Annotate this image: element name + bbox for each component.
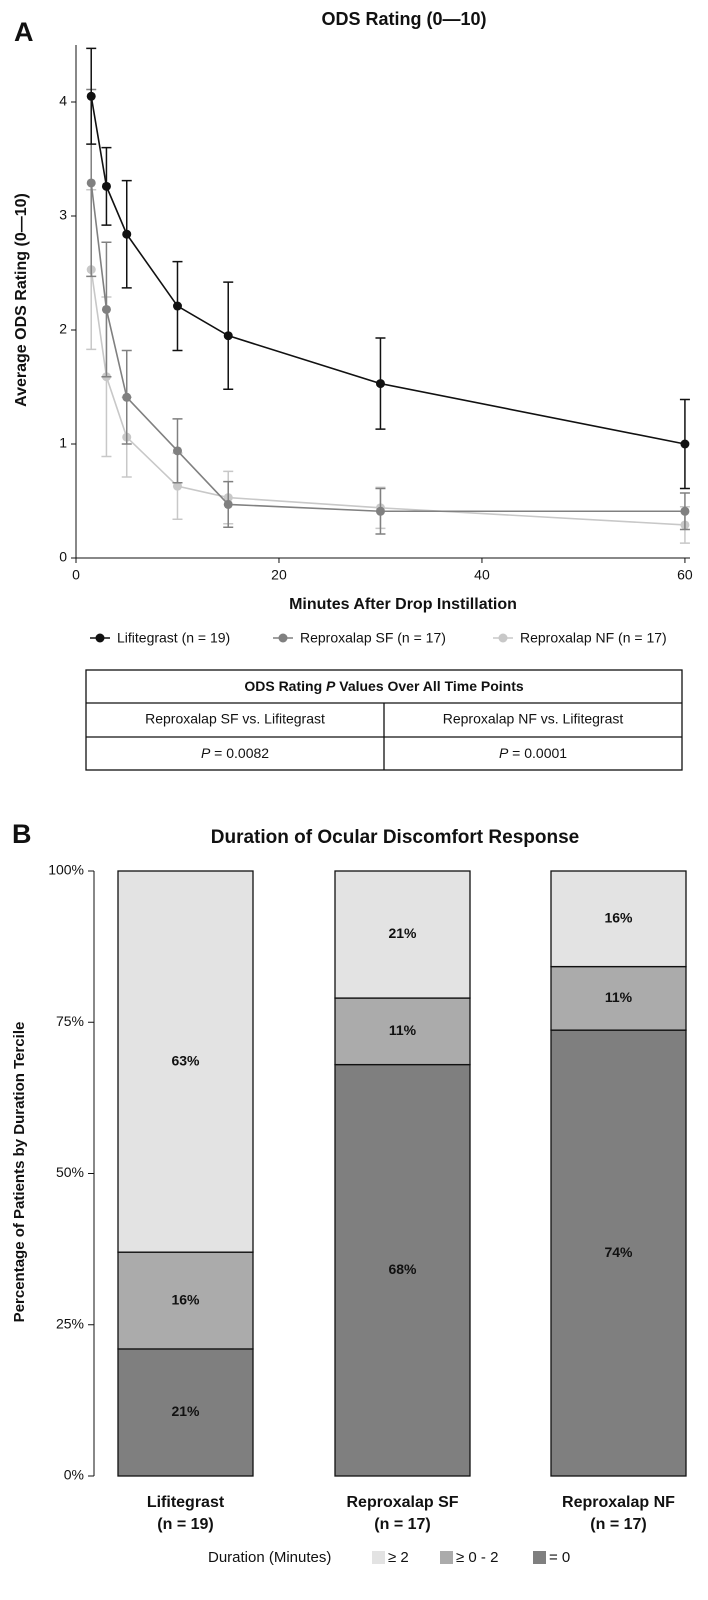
bar-segment (550, 870, 687, 968)
y-tick-label: 2 (59, 321, 67, 337)
value-label: 63% (171, 1052, 200, 1068)
value-label: 74% (604, 1244, 633, 1260)
chart-title: ODS Rating (0—10) (321, 9, 486, 29)
table-header: Reproxalap SF vs. Lifitegrast (145, 711, 325, 727)
y-tick-label: 25% (56, 1315, 84, 1331)
y-tick-label: 3 (59, 207, 67, 223)
legend-swatch (95, 633, 105, 643)
p-value-table (85, 669, 683, 771)
bar-segment (117, 1348, 254, 1477)
bar-segment (550, 1029, 687, 1477)
y-tick-label: 100% (48, 862, 84, 878)
legend-swatch (372, 1551, 385, 1564)
x-tick-label: Reproxalap SF (346, 1494, 458, 1511)
legend-label: Lifitegrast (n = 19) (117, 630, 230, 646)
legend-title: Duration (Minutes) (208, 1549, 331, 1566)
data-point (172, 481, 182, 491)
x-axis-label: Minutes After Drop Instillation (289, 596, 517, 613)
table-header: Reproxalap NF vs. Lifitegrast (443, 711, 624, 727)
x-tick-label: Reproxalap NF (562, 1494, 675, 1511)
data-point (375, 379, 385, 389)
data-point (172, 301, 182, 311)
value-label: 11% (389, 1022, 417, 1038)
y-tick-label: 0% (64, 1467, 84, 1483)
panel-label: A (14, 17, 34, 47)
data-point (101, 181, 111, 191)
panel-label: B (12, 819, 32, 849)
table-cell: P = 0.0082 (201, 745, 269, 761)
legend-label: Reproxalap NF (n = 17) (520, 630, 667, 646)
data-point (223, 499, 233, 509)
data-point (172, 446, 182, 456)
data-point (86, 178, 96, 188)
legend-swatch (440, 1551, 453, 1564)
bar-segment (334, 997, 471, 1066)
y-tick-label: 75% (56, 1013, 84, 1029)
value-label: 68% (388, 1261, 417, 1277)
cell-part: = 0.0082 (210, 745, 269, 761)
table-title-part: ODS Rating (244, 678, 326, 694)
bar-segment (334, 870, 471, 999)
data-point (122, 392, 132, 402)
data-point (680, 439, 690, 449)
data-point (375, 506, 385, 516)
x-tick-label: 0 (72, 567, 80, 583)
legend-label: ≥ 2 (388, 1549, 409, 1566)
x-tick-label: (n = 17) (374, 1516, 430, 1533)
y-tick-label: 0 (59, 549, 67, 565)
x-tick-label: Lifitegrast (147, 1494, 225, 1511)
y-axis-label: Percentage of Patients by Duration Terci… (11, 1022, 28, 1323)
value-label: 21% (388, 925, 417, 941)
y-tick-label: 4 (59, 93, 67, 109)
table-title-part: Values Over All Time Points (335, 678, 524, 694)
x-tick-label: (n = 19) (157, 1516, 213, 1533)
chart-title: Duration of Ocular Discomfort Response (211, 827, 579, 848)
data-point (122, 229, 132, 239)
legend-swatch (533, 1551, 546, 1564)
series-line (90, 96, 686, 445)
data-point (223, 331, 233, 341)
y-tick-label: 1 (59, 435, 67, 451)
y-axis-label: Average ODS Rating (0—10) (13, 193, 30, 407)
x-tick-label: 40 (474, 567, 490, 583)
value-label: 21% (171, 1403, 200, 1419)
x-tick-label: (n = 17) (590, 1516, 646, 1533)
data-point (86, 91, 96, 101)
legend-swatch (278, 633, 288, 643)
legend-label: Reproxalap SF (n = 17) (300, 630, 446, 646)
value-label: 16% (604, 909, 633, 925)
series-line (90, 182, 685, 513)
data-point (101, 304, 111, 314)
cell-part: P (499, 745, 509, 761)
value-label: 11% (605, 989, 633, 1005)
legend-label: ≥ 0 - 2 (456, 1549, 498, 1566)
bar-segment (334, 1063, 471, 1477)
table-cell: P = 0.0001 (499, 745, 567, 761)
bar-segment (550, 965, 687, 1031)
legend-swatch (498, 633, 508, 643)
bar-segment (117, 870, 254, 1253)
table-title: ODS Rating P Values Over All Time Points (244, 678, 524, 694)
x-tick-label: 20 (271, 567, 287, 583)
legend-label: = 0 (549, 1549, 570, 1566)
value-label: 16% (171, 1291, 200, 1307)
data-point (680, 506, 690, 516)
x-tick-label: 60 (677, 567, 693, 583)
table-title-part: P (326, 678, 336, 694)
y-tick-label: 50% (56, 1164, 84, 1180)
cell-part: = 0.0001 (508, 745, 567, 761)
bar-segment (117, 1251, 254, 1350)
cell-part: P (201, 745, 211, 761)
